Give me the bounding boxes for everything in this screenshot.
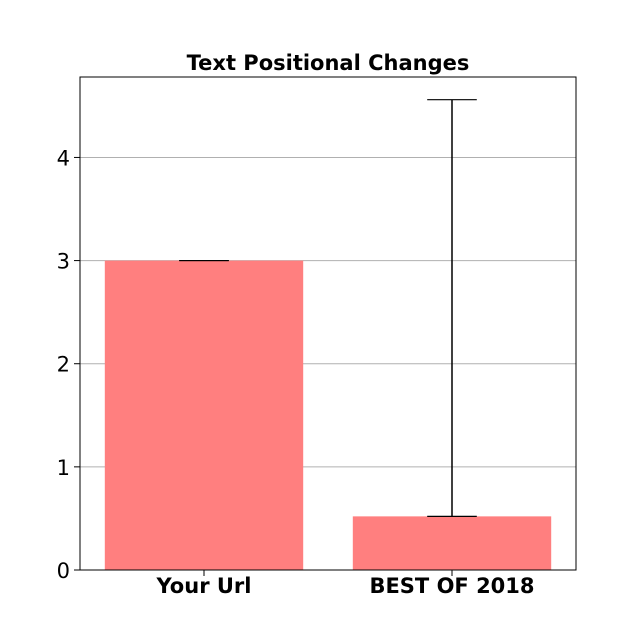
y-tick-label: 3	[57, 250, 70, 274]
chart-title: Text Positional Changes	[187, 51, 470, 75]
x-axis: Your Url BEST OF 2018	[156, 570, 535, 598]
x-tick-label: BEST OF 2018	[369, 574, 534, 598]
bars	[104, 260, 552, 570]
plot-frame	[79, 76, 577, 571]
y-tick-label: 0	[57, 559, 70, 583]
x-tick-label: Your Url	[156, 574, 252, 598]
y-tick-label: 4	[57, 146, 70, 170]
y-tick-label: 2	[57, 353, 70, 377]
y-tick-label: 1	[57, 456, 70, 480]
errorbar-1	[427, 99, 477, 517]
y-axis: 0 1 2 3 4	[57, 146, 80, 583]
error-bars	[179, 99, 477, 517]
bar-1	[352, 516, 552, 570]
bar-0	[104, 260, 304, 570]
